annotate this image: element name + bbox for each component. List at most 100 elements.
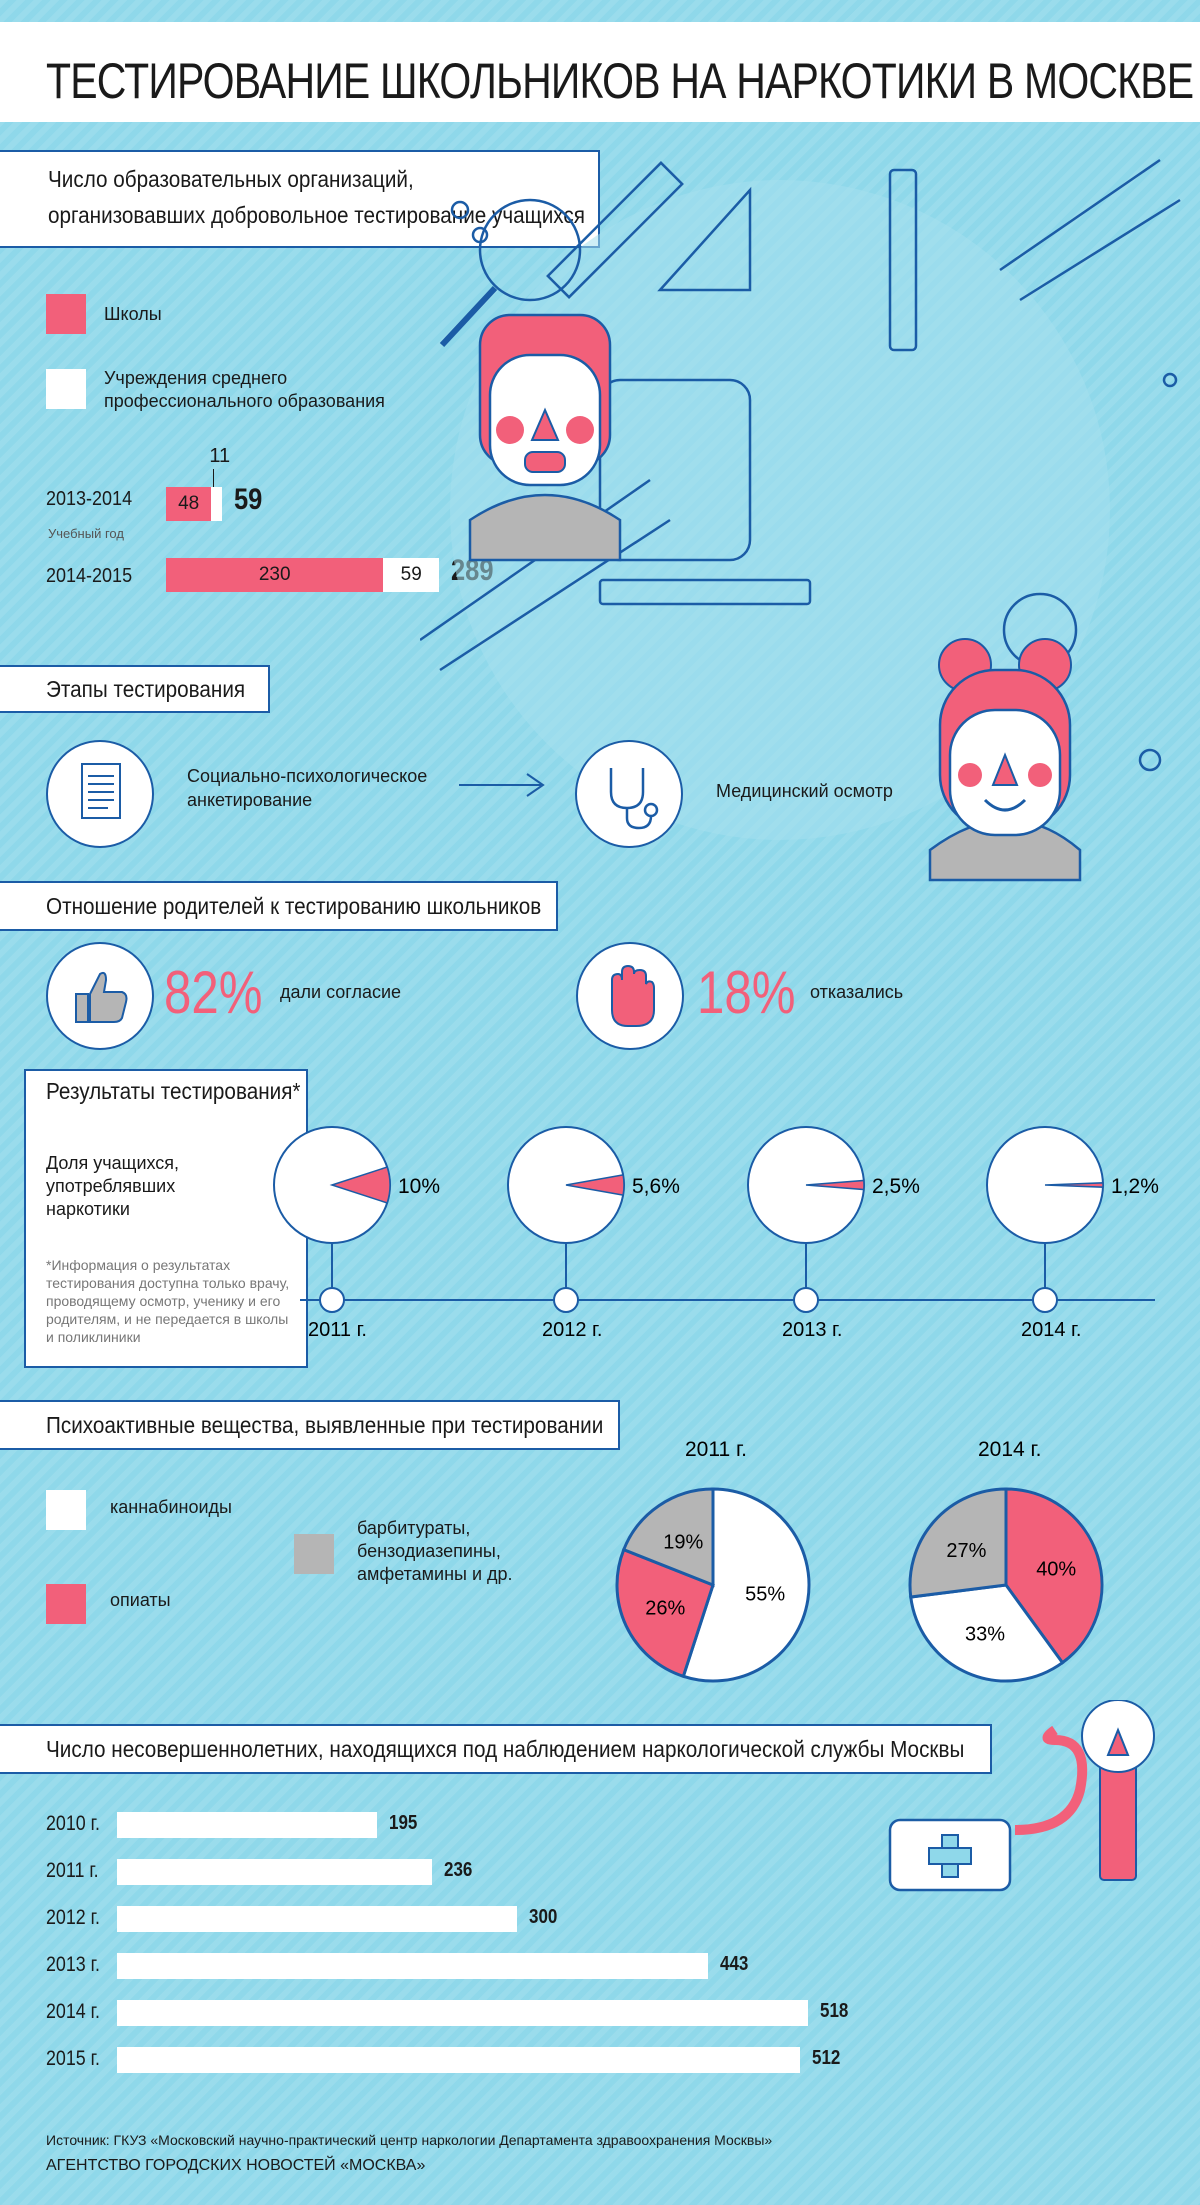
pie-value-label: 33% (965, 1623, 1005, 1645)
substance-pie: 2014 г. 40% 33% 27% (908, 1438, 1104, 1683)
results-heading: Результаты тестирования* (46, 1078, 301, 1104)
stage1-label-2: анкетирование (187, 790, 313, 810)
triangle-icon (657, 186, 752, 292)
year-label: 2012 г. (542, 1319, 602, 1341)
pie-slice (621, 1487, 715, 1588)
bar-college (383, 558, 440, 592)
orgs-axis-note: Учебный год (48, 526, 124, 541)
bar-value-label: 236 (443, 1859, 473, 1881)
year-label: 2011 г. (308, 1319, 367, 1341)
refuse-percent: 18% (697, 959, 796, 1026)
magnifier-icon (478, 198, 582, 302)
legend-other-swatch (294, 1534, 334, 1574)
substances-heading: Психоактивные вещества, выявленные при т… (0, 1400, 620, 1450)
bar-value-label: 518 (820, 2000, 849, 2022)
pie-slice (1044, 1182, 1104, 1188)
stop-hand-icon (576, 942, 684, 1050)
results-panel (24, 1069, 308, 1368)
timeline-dot (1032, 1287, 1058, 1313)
legend-opiates-label: опиаты (110, 1590, 171, 1610)
bar-college-label: 11 (209, 445, 231, 467)
pie-value-label: 2,5% (872, 1175, 920, 1198)
pie-slice (908, 1487, 1008, 1599)
legend-other-label-1: барбитураты, (357, 1518, 471, 1538)
results-desc-3: наркотики (46, 1199, 130, 1219)
timeline-dot (553, 1287, 579, 1313)
pie-value-label: 10% (398, 1175, 440, 1198)
pie-slice (805, 1179, 865, 1191)
pie-value-label: 26% (645, 1597, 685, 1619)
year-label: 2015 г. (46, 2047, 100, 2070)
agree-percent: 82% (164, 959, 263, 1026)
timeline-dot (793, 1287, 819, 1313)
pie-slice (1004, 1487, 1104, 1665)
page-title: ТЕСТИРОВАНИЕ ШКОЛЬНИКОВ НА НАРКОТИКИ В М… (46, 53, 1194, 109)
pie-slice (681, 1487, 811, 1683)
result-pie: 5,6% 2012 г. (507, 1126, 680, 1341)
pie-title: 2011 г. (685, 1438, 747, 1461)
pie-slice (615, 1547, 715, 1679)
boy-avatar (468, 313, 622, 562)
bar (117, 2000, 808, 2026)
pie-title: 2014 г. (978, 1438, 1041, 1461)
bar (117, 1859, 432, 1885)
legend-cannabinoids-label: каннабиноиды (110, 1497, 232, 1517)
orgs-year-label-1: 2013-2014 (46, 488, 133, 510)
year-label: 2013 г. (46, 1953, 100, 1976)
stages-heading: Этапы тестирования (0, 665, 270, 713)
legend-other-label-3: амфетамины и др. (357, 1564, 513, 1584)
legend-college-swatch (46, 369, 86, 409)
timeline-dot (319, 1287, 345, 1313)
bar-schools (166, 487, 212, 521)
year-label: 2010 г. (46, 1812, 100, 1835)
header: ТЕСТИРОВАНИЕ ШКОЛЬНИКОВ НА НАРКОТИКИ В М… (0, 22, 1200, 122)
legend-college-label-2: профессионального образования (104, 391, 385, 411)
pie-value-label: 19% (663, 1531, 703, 1553)
year-label: 2014 г. (1021, 1319, 1081, 1341)
legend-schools-swatch (46, 294, 86, 334)
substance-pie: 2011 г. 55% 26% 19% (615, 1438, 811, 1683)
backpack-icon (598, 378, 752, 562)
ruler-icon (546, 161, 684, 299)
pen-icon (888, 168, 918, 352)
year-label: 2014 г. (46, 2000, 100, 2023)
pie-value-label: 1,2% (1111, 1175, 1159, 1198)
pie-value-label: 40% (1036, 1559, 1076, 1581)
legend-other-label-2: бензодиазепины, (357, 1541, 501, 1561)
bar-value-label: 300 (529, 1906, 558, 1928)
pie-slice (329, 1166, 391, 1204)
bar-value-label: 443 (719, 1953, 749, 1975)
year-label: 2013 г. (782, 1319, 842, 1341)
bar-college-leader (213, 469, 215, 487)
results-pies: 10% 2011 г. 5,6% 2012 г. 2,5% 2013 г. 1,2% 2014… (273, 1126, 1159, 1341)
result-pie: 2,5% 2013 г. (747, 1126, 920, 1341)
medical-kit-illustration (888, 1700, 1155, 1892)
year-label: 2011 г. (46, 1859, 99, 1882)
results-desc-2: употреблявших (46, 1176, 176, 1196)
document-icon (46, 740, 154, 848)
orgs-year-label-2: 2014-2015 (46, 565, 133, 587)
stethoscope-icon (575, 740, 683, 848)
legend-cannabinoids-swatch (46, 1490, 86, 1530)
stage2-label: Медицинский осмотр (716, 781, 893, 801)
parents-heading: Отношение родителей к тестированию школь… (0, 881, 558, 931)
legend-opiates-swatch (46, 1584, 86, 1624)
pie-slice (565, 1173, 625, 1197)
bar-schools (166, 558, 384, 592)
bar-schools-label: 48 (178, 493, 200, 514)
year-label: 2012 г. (46, 1906, 100, 1929)
result-pie: 1,2% 2014 г. (986, 1126, 1159, 1341)
bar-value-label: 512 (812, 2047, 841, 2069)
bar (117, 1812, 378, 1838)
girl-avatar (928, 638, 1082, 882)
orgs-heading: Число образовательных организаций, орган… (0, 150, 600, 248)
pie-value-label: 27% (946, 1540, 986, 1562)
bar-college-label: 59 (400, 564, 422, 585)
school-illustration (420, 158, 1181, 882)
source-text: Источник: ГКУЗ «Московский научно-практи… (46, 2132, 773, 2148)
pie-value-label: 55% (745, 1583, 785, 1605)
agency-text: АГЕНТСТВО ГОРОДСКИХ НОВОСТЕЙ «МОСКВА» (46, 2157, 426, 2174)
thumbs-up-icon (46, 942, 154, 1050)
results-desc-1: Доля учащихся, (46, 1153, 180, 1173)
bar (117, 1906, 518, 1932)
